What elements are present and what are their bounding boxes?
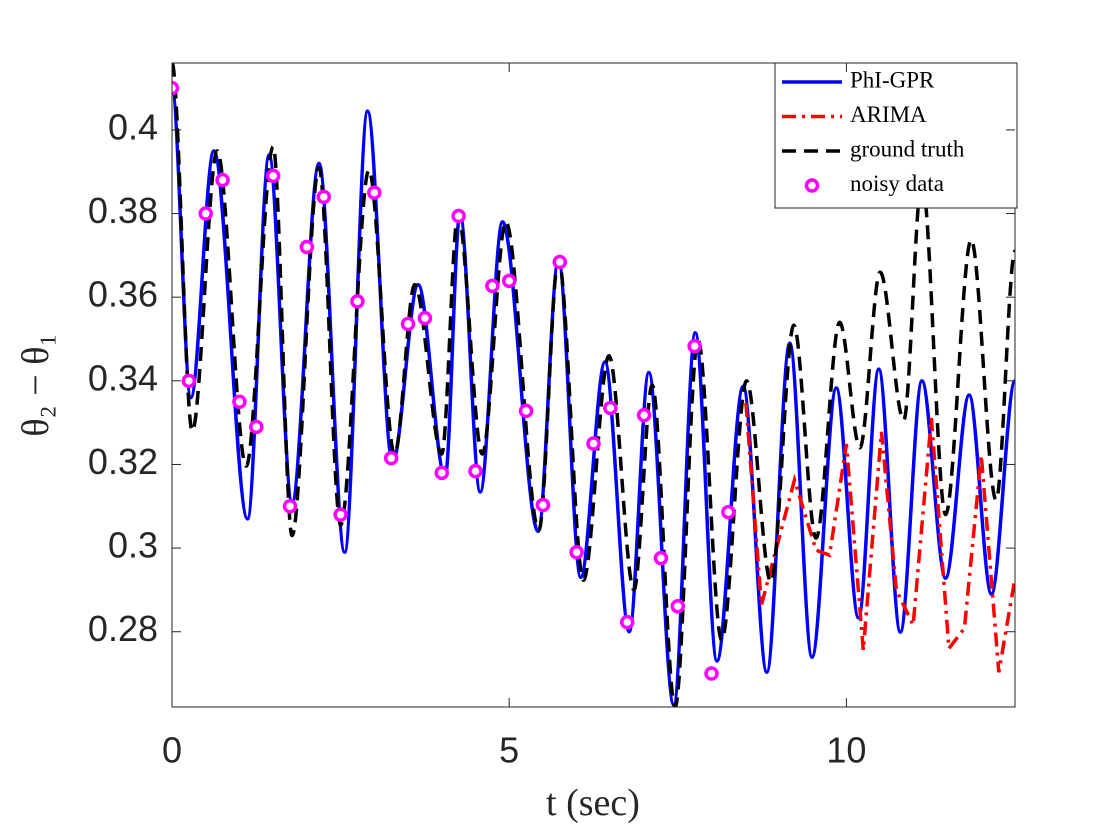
- data-point: [282, 499, 298, 514]
- data-point: [636, 407, 652, 423]
- y-tick-label: 0.3: [108, 525, 158, 566]
- data-point: [619, 614, 635, 630]
- legend-marker: [804, 178, 820, 193]
- data-point: [721, 504, 736, 520]
- data-point: [501, 273, 517, 289]
- data-point: [451, 208, 466, 224]
- data-point: [535, 497, 551, 513]
- data-point: [653, 550, 669, 566]
- data-point: [518, 403, 534, 419]
- data-point: [400, 316, 416, 332]
- data-point: [333, 507, 348, 522]
- legend-label: noisy data: [850, 171, 944, 196]
- data-point: [249, 419, 264, 435]
- data-point: [704, 666, 719, 681]
- x-axis-label: t (sec): [546, 782, 640, 824]
- legend: PhI-GPR ARIMA ground truth noisy data: [774, 62, 1018, 209]
- data-point: [586, 436, 601, 451]
- data-point: [603, 400, 618, 416]
- data-point: [367, 185, 382, 200]
- y-axis-label: θ₂ − θ₁: [15, 333, 57, 436]
- data-point: [434, 465, 450, 481]
- data-point: [468, 463, 483, 479]
- x-tick-label: 0: [162, 730, 182, 771]
- data-point: [215, 172, 230, 188]
- y-tick-label: 0.34: [88, 357, 158, 398]
- data-point: [232, 394, 247, 409]
- data-point: [383, 450, 399, 466]
- data-point: [172, 80, 180, 96]
- data-point: [299, 239, 315, 255]
- axes-box: [171, 62, 1016, 708]
- data-point: [417, 310, 433, 326]
- y-tick-label: 0.38: [88, 190, 158, 231]
- y-tick-label: 0.28: [88, 608, 158, 649]
- data-point: [198, 206, 213, 221]
- y-tick-label: 0.32: [88, 441, 158, 482]
- data-point: [181, 373, 197, 389]
- legend-label: ARIMA: [850, 102, 927, 127]
- legend-label: PhI-GPR: [850, 67, 935, 92]
- data-point: [316, 189, 331, 205]
- data-point: [552, 254, 568, 270]
- y-tick-label: 0.4: [108, 106, 158, 147]
- series-line: [172, 63, 1015, 707]
- series-line: [744, 402, 1015, 673]
- data-point: [569, 545, 584, 560]
- data-point: [485, 278, 500, 294]
- x-tick-label: 5: [499, 730, 519, 771]
- y-tick-label: 0.36: [88, 274, 158, 315]
- data-point: [350, 294, 365, 309]
- data-point: [687, 338, 702, 354]
- plot-content: [172, 63, 1015, 707]
- data-point: [265, 168, 281, 184]
- data-point: [670, 598, 686, 614]
- x-tick-label: 10: [826, 730, 866, 771]
- legend-label: ground truth: [850, 136, 965, 161]
